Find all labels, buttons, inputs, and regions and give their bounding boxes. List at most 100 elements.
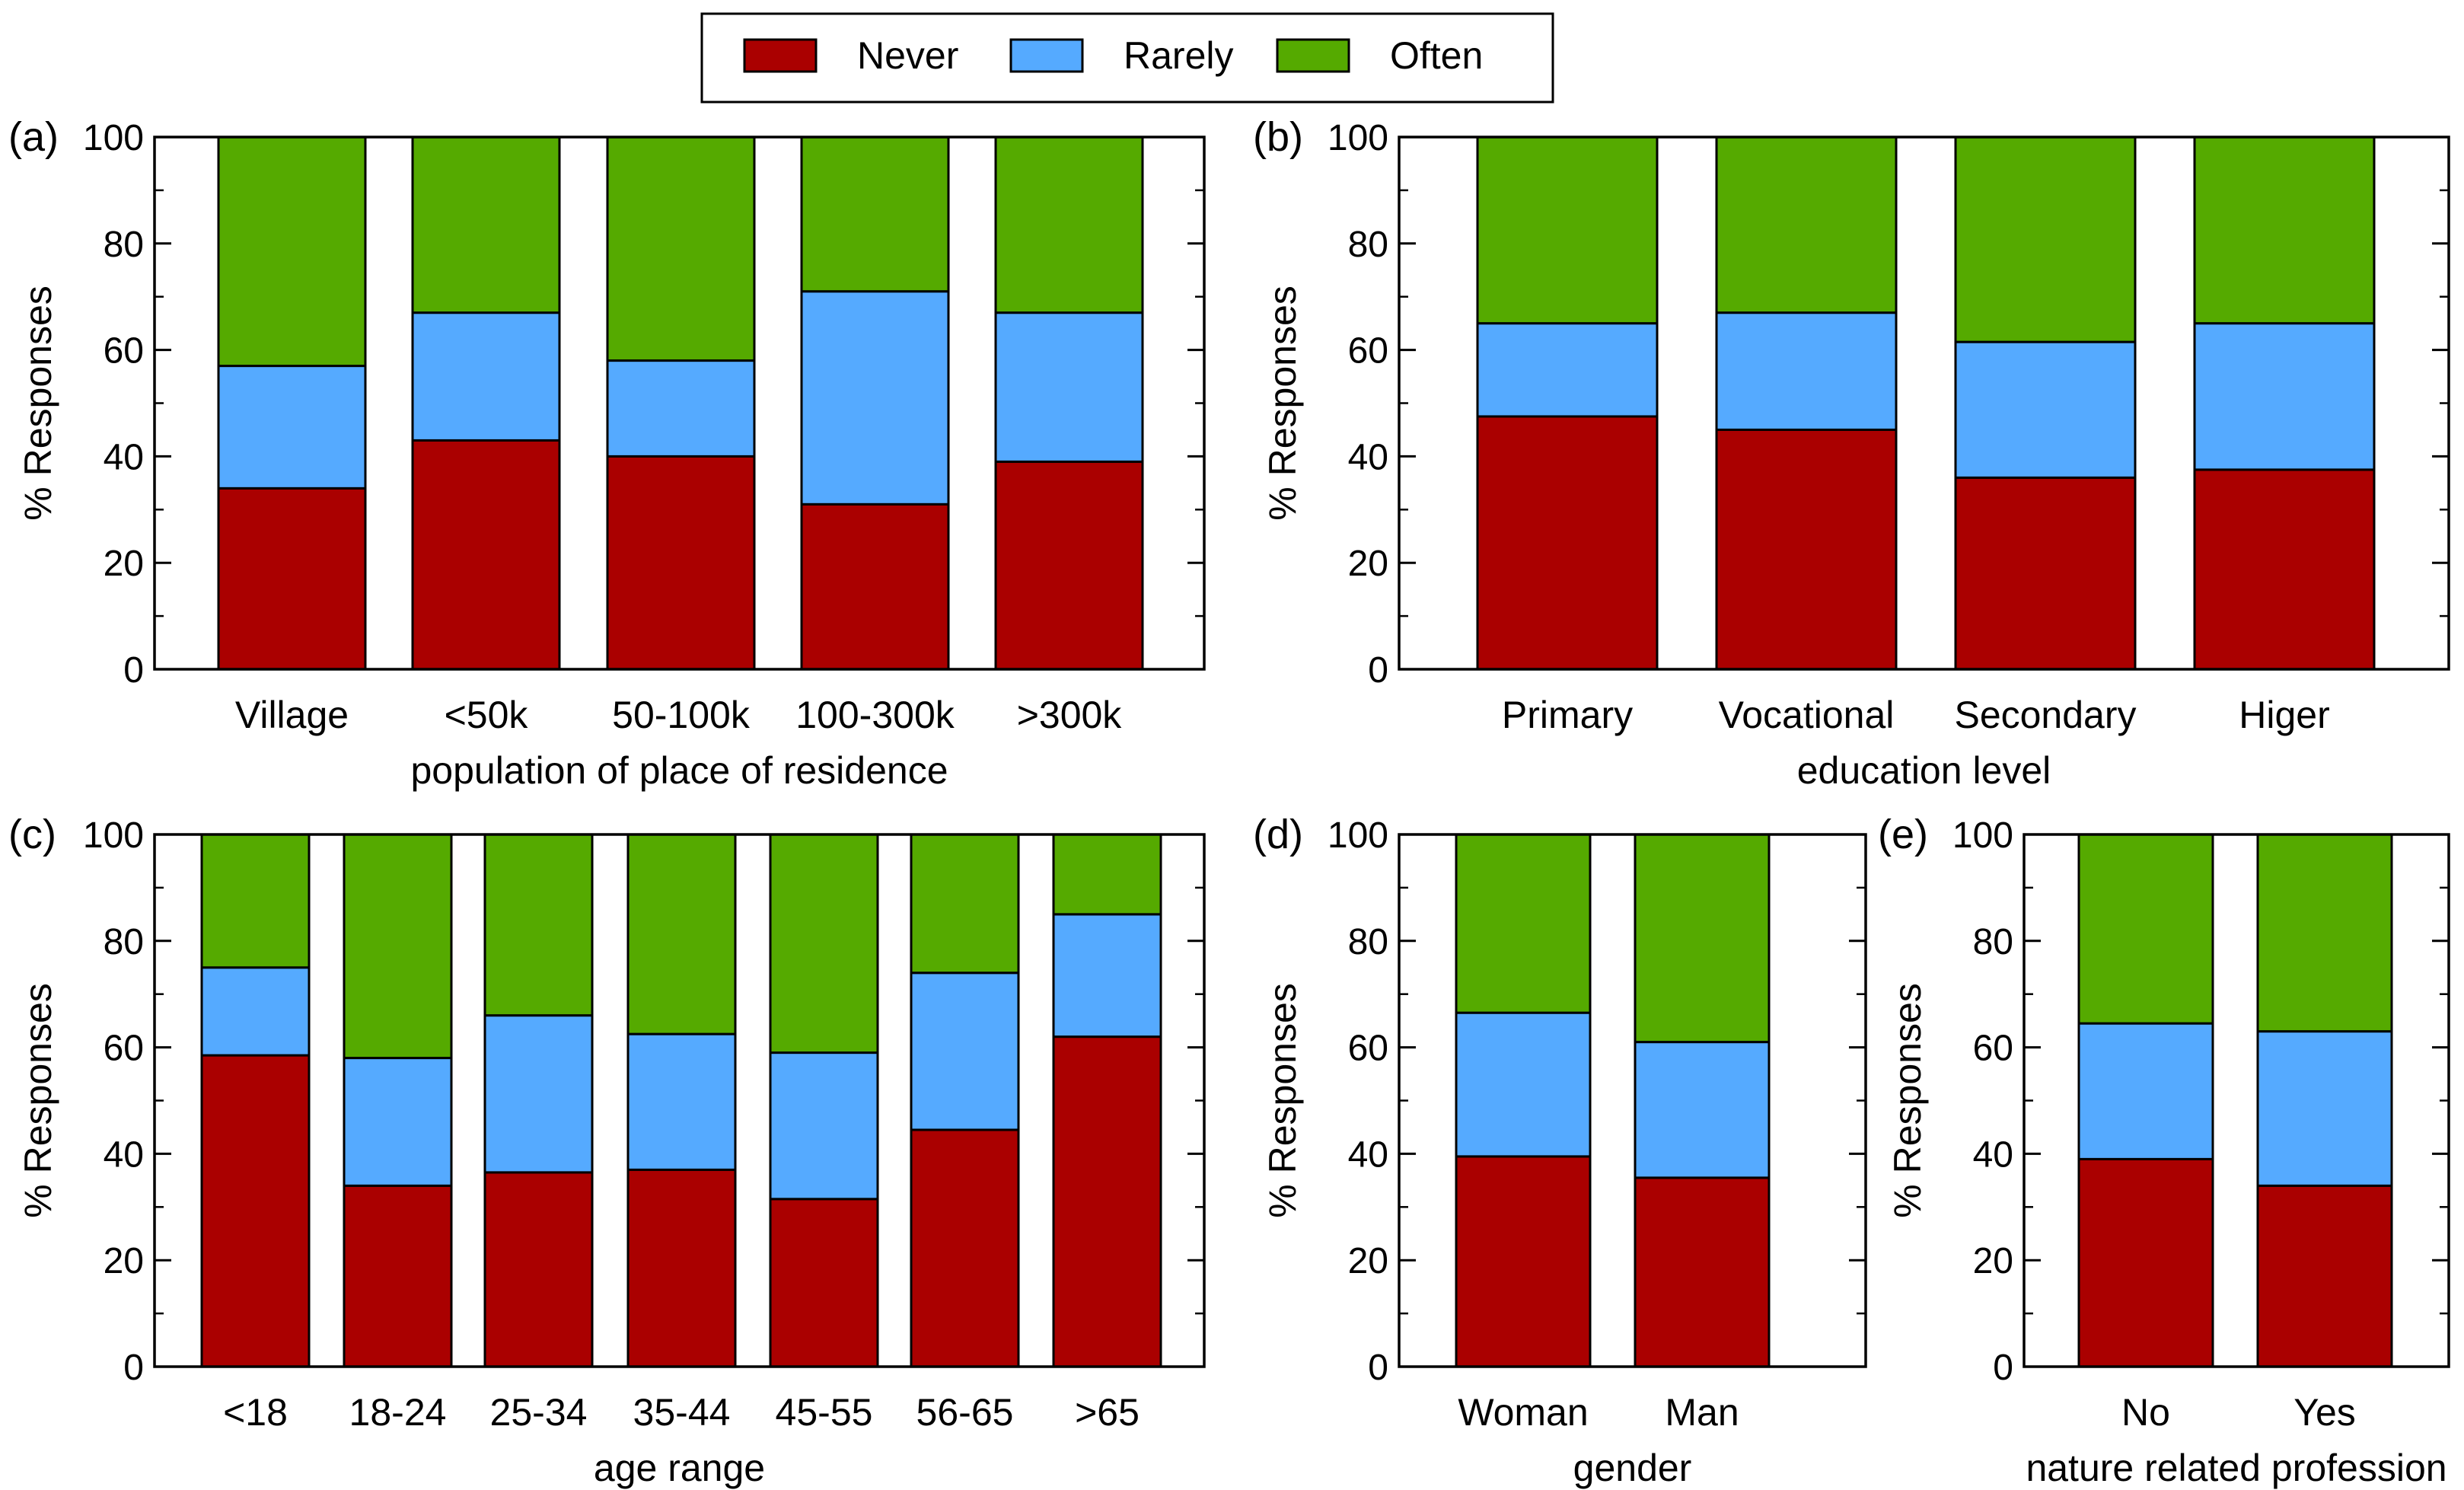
panel-b-ytick-label-40: 40	[1348, 437, 1388, 477]
panel-d: 0 20 40 60 80 100 Woman Man gender % Responses (d)	[1253, 812, 1867, 1489]
panel-c-xtick-label-18-24: 18-24	[349, 1391, 447, 1434]
panel-a-bar-village-rarely	[217, 365, 367, 490]
panel-d-ytick-label-20: 20	[1348, 1241, 1388, 1281]
panel-c-bar-25-34-often	[483, 833, 594, 1017]
panel-b-bar-higer-never	[2193, 468, 2376, 671]
panel-c-bar-18-24-rarely	[343, 1057, 453, 1187]
panel-d-ytick-label-60: 60	[1348, 1029, 1388, 1069]
panel-a-bar-50k-never	[411, 439, 561, 671]
panel-d-ytick-label-100: 100	[1328, 815, 1388, 856]
panel-b-xtick-label-secondary: Secondary	[1954, 694, 2136, 736]
panel-c-ytick-label-20: 20	[104, 1241, 144, 1281]
panel-b-bar-primary-rarely	[1476, 322, 1659, 418]
panel-a-ylabel: % Responses	[17, 286, 59, 521]
panel-a-xtick-label-100-300k: 100-300k	[795, 694, 955, 736]
panel-c-bar-35-44-rarely	[626, 1032, 737, 1171]
panel-b-xlabel: education level	[1797, 749, 2051, 792]
panel-e: 0 20 40 60 80 100 No Yes nature related professi…	[1878, 812, 2450, 1489]
panel-c-bar-18-never	[200, 1054, 311, 1368]
panel-a-bar-50-100k-rarely	[606, 359, 756, 458]
panel-a-bar-50-100k-never	[606, 455, 756, 671]
panel-b-label: (b)	[1253, 114, 1303, 160]
panel-e-xtick-label-no: No	[2121, 1391, 2170, 1434]
panel-e-ytick-label-80: 80	[1973, 922, 2013, 962]
panel-c-bar-35-44-never	[626, 1168, 737, 1368]
panel-c-xtick-label-45-55: 45-55	[776, 1391, 873, 1434]
panel-b-ytick-label-80: 80	[1348, 225, 1388, 265]
panel-b-ylabel: % Responses	[1261, 286, 1304, 521]
panel-d-xtick-label-man: Man	[1665, 1391, 1739, 1434]
panel-b-xtick-label-vocational: Vocational	[1719, 694, 1895, 736]
panel-e-ytick-label-60: 60	[1973, 1029, 2013, 1069]
panel-d-bar-woman-often	[1455, 833, 1592, 1014]
panel-d-bar-man-rarely	[1634, 1041, 1771, 1179]
panel-b-ytick-label-100: 100	[1328, 118, 1388, 158]
panel-b-bar-secondary-never	[1954, 476, 2137, 671]
panel-d-bar-man-often	[1634, 833, 1771, 1044]
panel-c-ytick-label-40: 40	[104, 1134, 144, 1175]
panel-c-bar-45-55-often	[769, 833, 879, 1054]
panel-c-bar-45-55-rarely	[769, 1051, 879, 1201]
panel-a-ytick-label-60: 60	[104, 331, 144, 372]
panel-a-bar-100-300k-rarely	[800, 290, 950, 506]
panel-c-bar-65-never	[1052, 1035, 1162, 1368]
panel-c-bar-45-55-never	[769, 1198, 879, 1368]
panel-e-ytick-label-20: 20	[1973, 1241, 2013, 1281]
panel-c-bar-18-rarely	[200, 966, 311, 1057]
panel-c-bar-56-65-rarely	[910, 972, 1020, 1131]
panel-a-bar-village-never	[217, 487, 367, 671]
panel-a: 0 20 40 60 80 100 Village <50k 50-100k 100-300k >3…	[8, 114, 1206, 792]
legend-often-swatch	[1276, 38, 1350, 73]
panel-b-bar-vocational-often	[1715, 136, 1898, 314]
panel-c-ytick-label-100: 100	[83, 815, 144, 856]
panel-c-bar-18-24-often	[343, 833, 453, 1060]
panel-c: 0 20 40 60 80 100 <18 18-24 25-34 35-44 45-55 56-65…	[8, 812, 1206, 1489]
panel-d-xtick-label-woman: Woman	[1458, 1391, 1588, 1434]
panel-b-xtick-label-higer: Higer	[2239, 694, 2329, 736]
panel-a-bar-100-300k-never	[800, 503, 950, 671]
panel-e-bar-no-often	[2077, 833, 2214, 1025]
panel-b-ytick-label-60: 60	[1348, 331, 1388, 372]
panel-e-ylabel: % Responses	[1886, 983, 1929, 1218]
panel-a-ytick-label-20: 20	[104, 544, 144, 584]
panel-a-xtick-label-50-100k: 50-100k	[612, 694, 751, 736]
panel-e-bar-no-never	[2077, 1157, 2214, 1368]
legend-rarely-label: Rarely	[1124, 34, 1233, 77]
legend-rarely-swatch	[1009, 38, 1084, 73]
panel-b-bar-secondary-rarely	[1954, 340, 2137, 479]
panel-b-xtick-label-primary: Primary	[1502, 694, 1633, 736]
panel-e-bar-yes-often	[2256, 833, 2393, 1033]
panel-b-bar-higer-often	[2193, 136, 2376, 325]
panel-c-bar-65-often	[1052, 833, 1162, 916]
panel-d-ytick-label-0: 0	[1368, 1348, 1388, 1388]
legend-never-swatch	[743, 38, 818, 73]
panel-b-ytick-label-20: 20	[1348, 544, 1388, 584]
panel-c-bar-35-44-often	[626, 833, 737, 1035]
panel-a-bar-300k-often	[994, 136, 1144, 314]
panel-a-label: (a)	[8, 114, 59, 160]
panel-a-bar-50k-often	[411, 136, 561, 314]
panel-c-ylabel: % Responses	[17, 983, 59, 1218]
panel-a-bar-300k-rarely	[994, 311, 1144, 463]
panel-a-xtick-label-village: Village	[235, 694, 349, 736]
panel-e-ytick-label-0: 0	[1993, 1348, 2013, 1388]
panel-c-ytick-label-80: 80	[104, 922, 144, 962]
panel-c-label: (c)	[8, 812, 56, 857]
panel-a-bar-50k-rarely	[411, 311, 561, 442]
panel-e-label: (e)	[1878, 812, 1928, 857]
panel-c-xtick-label-18: <18	[223, 1391, 288, 1434]
panel-a-ytick-label-100: 100	[83, 118, 144, 158]
panel-d-ylabel: % Responses	[1261, 983, 1304, 1218]
panel-d-xlabel: gender	[1573, 1447, 1692, 1489]
panel-b-bar-vocational-never	[1715, 428, 1898, 671]
panel-d-bar-man-never	[1634, 1176, 1771, 1368]
panel-a-bar-50-100k-often	[606, 136, 756, 362]
panel-e-bar-no-rarely	[2077, 1022, 2214, 1160]
panel-b-ytick-label-0: 0	[1368, 650, 1388, 691]
legend: Never Rarely Often	[700, 12, 1554, 104]
panel-c-xlabel: age range	[594, 1447, 765, 1489]
panel-d-ytick-label-40: 40	[1348, 1134, 1388, 1175]
panel-c-xtick-label-35-44: 35-44	[633, 1391, 731, 1434]
panel-c-xtick-label-65: >65	[1075, 1391, 1140, 1434]
